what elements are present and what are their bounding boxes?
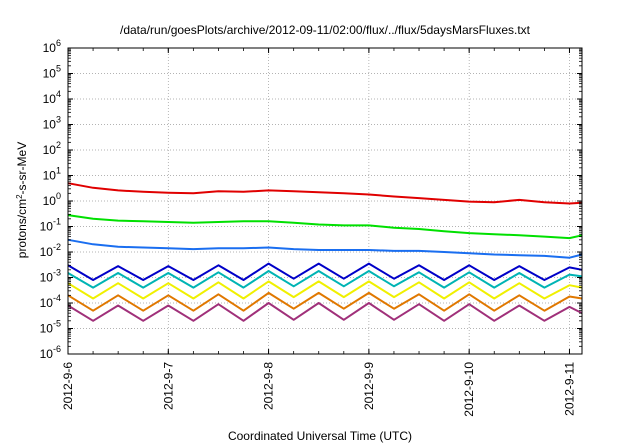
y-axis-label-pre: protons/cm: [15, 199, 29, 258]
series-line-8: [67, 302, 583, 322]
y-axis-label-sup: 2: [15, 194, 24, 199]
series-line-5: [67, 270, 583, 289]
series-line-3: [67, 238, 583, 259]
x-tick-label: 2012-9-7: [161, 362, 175, 410]
x-tick-label: 2012-9-8: [262, 362, 276, 410]
series-line-1: [67, 182, 583, 205]
series-line-2: [67, 214, 583, 240]
y-tick-label: 104: [43, 89, 61, 106]
y-tick-label: 10-3: [40, 268, 61, 285]
y-tick-label: 102: [43, 140, 61, 157]
y-tick-label: 106: [43, 38, 61, 55]
y-tick-label: 10-6: [40, 344, 61, 361]
x-tick-label: 2012-9-10: [462, 362, 476, 417]
y-tick-label: 103: [43, 115, 61, 132]
y-tick-label: 100: [43, 191, 61, 208]
chart-title: /data/run/goesPlots/archive/2012-09-11/0…: [120, 23, 531, 37]
series-group: [67, 182, 583, 322]
x-tick-label: 2012-9-6: [61, 362, 75, 410]
series-line-4: [67, 262, 583, 281]
series-line-7: [67, 291, 583, 312]
y-tick-label: 105: [43, 64, 61, 81]
y-tick-label: 10-5: [40, 319, 61, 336]
x-tick-label: 2012-9-11: [562, 362, 576, 416]
x-axis-label: Coordinated Universal Time (UTC): [228, 429, 412, 443]
y-axis-label-post: -s-sr-MeV: [15, 142, 29, 195]
y-tick-label: 10-1: [40, 217, 61, 234]
y-tick-label: 10-2: [40, 242, 61, 259]
series-line-6: [67, 280, 583, 300]
y-axis-label: protons/cm2-s-sr-MeV: [15, 142, 30, 258]
y-tick-label: 101: [43, 166, 61, 183]
y-tick-label: 10-4: [40, 293, 61, 310]
x-tick-label: 2012-9-9: [362, 362, 376, 410]
axes: 10-6 10-5 10-4 10-3 10-2 10-1 100 101 102 103 104 1…: [40, 38, 582, 417]
